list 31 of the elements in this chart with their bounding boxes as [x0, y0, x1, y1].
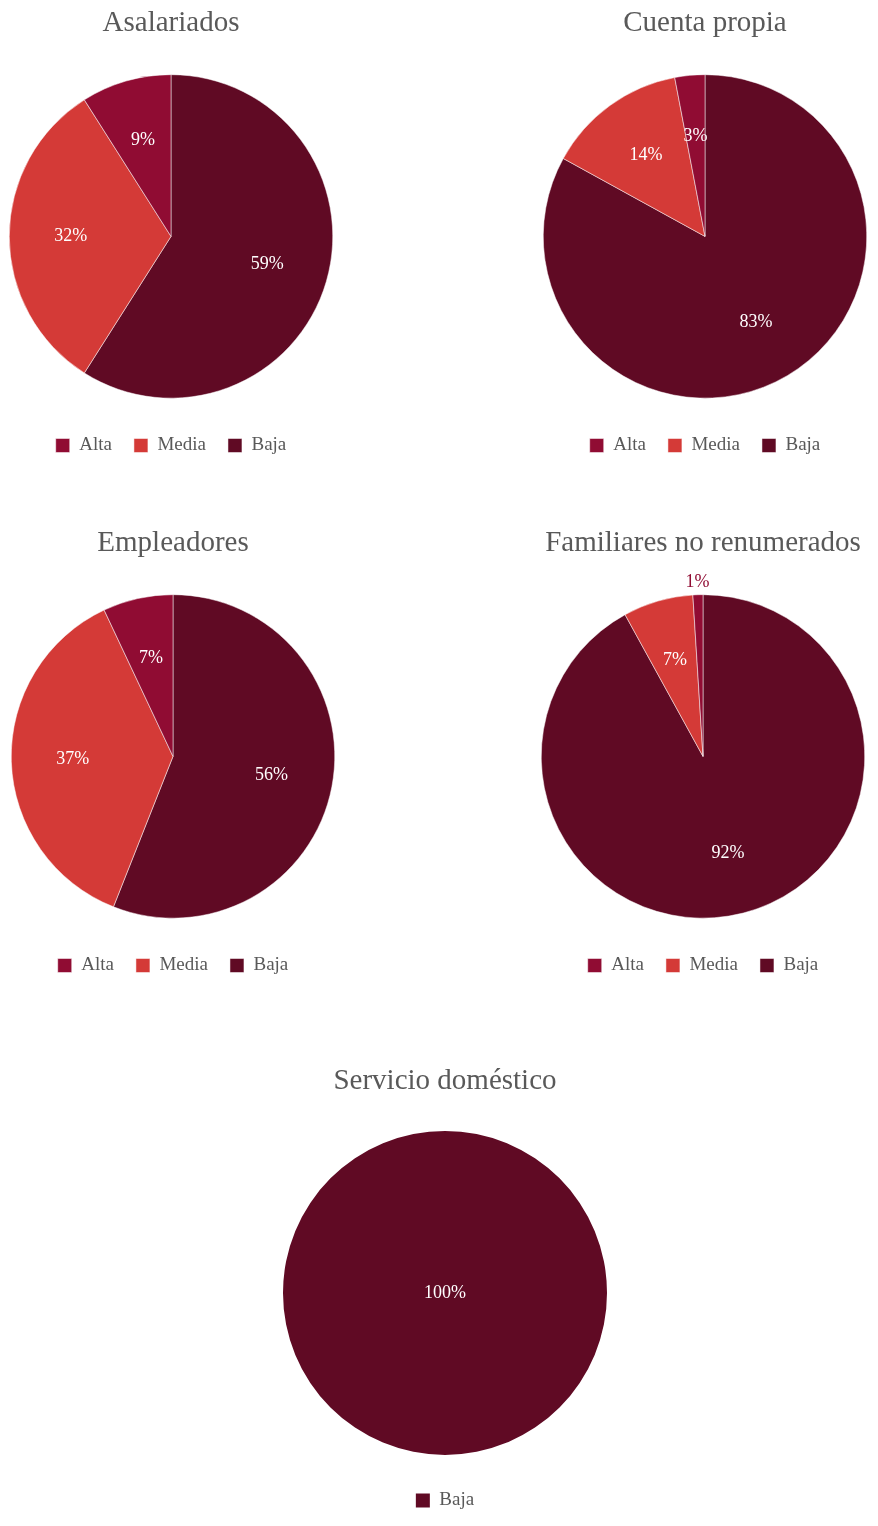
- legend-label: Baja: [785, 433, 821, 455]
- legend-label: Baja: [783, 953, 819, 975]
- data-label: 59%: [250, 253, 284, 274]
- legend-label: Alta: [81, 953, 115, 975]
- data-label: 14%: [629, 144, 663, 164]
- data-label: 100%: [424, 1281, 466, 1302]
- data-label: 83%: [739, 311, 773, 332]
- legend-label: Media: [159, 953, 209, 975]
- chart-title: Cuenta propia: [623, 5, 787, 38]
- chart-title: Servicio doméstico: [333, 1063, 557, 1096]
- data-label: 37%: [56, 748, 90, 769]
- legend-label: Baja: [251, 433, 287, 455]
- chart-title: Empleadores: [97, 525, 249, 558]
- data-label: 56%: [255, 763, 289, 784]
- legend-label: Baja: [253, 953, 289, 975]
- chart-title: Asalariados: [102, 5, 240, 38]
- legend-label: Baja: [439, 1488, 475, 1510]
- legend-label: Media: [157, 433, 207, 455]
- legend-label: Alta: [611, 953, 645, 975]
- data-label: 9%: [131, 128, 156, 149]
- legend-label: Media: [691, 433, 741, 455]
- data-label: 92%: [711, 842, 745, 863]
- legend-label: Media: [689, 953, 739, 975]
- data-label: 7%: [139, 647, 164, 668]
- data-label: 3%: [683, 125, 708, 146]
- data-label: 7%: [663, 648, 688, 669]
- legend-label: Alta: [613, 433, 647, 455]
- data-label: 32%: [54, 225, 88, 246]
- data-label: 1%: [685, 571, 710, 592]
- chart-title: Familiares no renumerados: [545, 525, 861, 558]
- legend-label: Alta: [79, 433, 113, 455]
